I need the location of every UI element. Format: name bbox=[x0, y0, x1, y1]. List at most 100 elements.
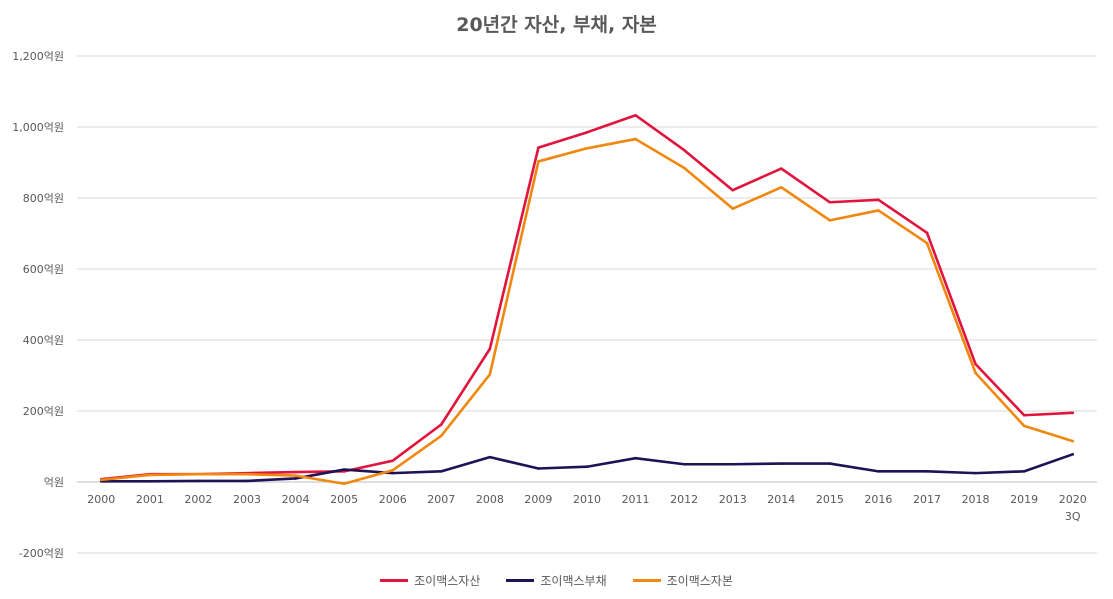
y-tick-label: 1,000억원 bbox=[12, 121, 64, 134]
data-point bbox=[488, 347, 492, 351]
y-tick-label: 200억원 bbox=[23, 405, 64, 418]
data-point bbox=[731, 207, 735, 210]
y-tick-label: 600억원 bbox=[23, 263, 64, 276]
x-tick-label: 2015 bbox=[816, 493, 844, 506]
x-tick-label: 3Q bbox=[1065, 510, 1081, 523]
x-tick-label: 2000 bbox=[87, 493, 115, 506]
x-tick-label: 2009 bbox=[524, 493, 552, 506]
data-point bbox=[682, 166, 686, 170]
legend-item: 조이맥스부채 bbox=[506, 572, 607, 589]
data-point bbox=[974, 362, 977, 366]
data-point bbox=[537, 146, 540, 149]
data-point bbox=[245, 472, 249, 476]
legend-label: 조이맥스부채 bbox=[540, 574, 607, 588]
data-point bbox=[925, 470, 929, 473]
y-tick-label: 800억원 bbox=[23, 192, 64, 205]
data-point bbox=[342, 482, 346, 486]
data-point bbox=[828, 200, 832, 204]
chart-title: 20년간 자산, 부채, 자본 bbox=[456, 14, 657, 36]
data-point bbox=[828, 462, 832, 465]
data-point bbox=[925, 241, 929, 245]
data-point bbox=[585, 465, 589, 469]
x-tick-label: 2019 bbox=[1010, 493, 1038, 506]
x-tick-label: 2020 bbox=[1059, 493, 1087, 506]
data-point bbox=[779, 462, 783, 465]
legend-item: 조이맥스자본 bbox=[632, 572, 733, 589]
x-tick-label: 2011 bbox=[622, 493, 650, 506]
data-point bbox=[731, 188, 735, 192]
data-point bbox=[877, 470, 880, 473]
legend-swatch bbox=[380, 579, 409, 582]
data-point bbox=[245, 479, 249, 483]
x-tick-label: 2008 bbox=[476, 493, 504, 506]
legend-label: 조이맥스자본 bbox=[666, 574, 733, 588]
legend-swatch bbox=[632, 579, 661, 582]
data-point bbox=[779, 186, 783, 189]
data-point bbox=[294, 474, 297, 477]
data-point bbox=[537, 467, 540, 470]
data-point bbox=[877, 209, 880, 212]
x-tick-label: 2002 bbox=[184, 493, 212, 506]
legend-label: 조이맥스자산 bbox=[414, 574, 481, 588]
y-tick-label: 1,200억원 bbox=[12, 50, 64, 63]
data-point bbox=[682, 462, 686, 466]
legend-item: 조이맥스자산 bbox=[380, 572, 480, 589]
x-tick-label: 2005 bbox=[330, 493, 358, 506]
data-point bbox=[828, 219, 832, 222]
data-point bbox=[391, 471, 395, 475]
y-tick-label: 400억원 bbox=[23, 334, 64, 347]
x-tick-label: 2001 bbox=[136, 493, 164, 506]
y-tick-label: -200억원 bbox=[19, 547, 64, 560]
data-point bbox=[974, 371, 977, 375]
data-point bbox=[391, 468, 395, 472]
data-point bbox=[731, 462, 735, 466]
x-tick-label: 2018 bbox=[962, 493, 990, 506]
x-tick-label: 2016 bbox=[864, 493, 892, 506]
y-tick-label: 억원 bbox=[44, 476, 64, 489]
data-point bbox=[1022, 424, 1026, 428]
legend-swatch bbox=[506, 579, 535, 582]
data-point bbox=[148, 473, 152, 477]
data-point bbox=[148, 479, 152, 483]
data-point bbox=[1071, 411, 1075, 415]
data-point bbox=[488, 455, 492, 459]
chart-legend: 조이맥스자산 조이맥스부채 조이맥스자본 bbox=[0, 572, 1113, 589]
data-point bbox=[197, 479, 200, 483]
data-point bbox=[99, 478, 103, 482]
series-line bbox=[99, 137, 1075, 486]
x-tick-label: 2004 bbox=[282, 493, 310, 506]
x-tick-label: 2010 bbox=[573, 493, 601, 506]
data-point bbox=[877, 198, 880, 202]
data-point bbox=[537, 160, 540, 163]
data-point bbox=[439, 470, 443, 473]
x-tick-label: 2006 bbox=[379, 493, 407, 506]
data-point bbox=[585, 147, 589, 150]
data-point bbox=[779, 167, 783, 170]
data-point bbox=[925, 231, 929, 235]
data-point bbox=[974, 471, 977, 475]
data-point bbox=[488, 373, 492, 376]
data-point bbox=[634, 137, 637, 141]
x-tick-label: 2012 bbox=[670, 493, 698, 506]
data-point bbox=[1022, 413, 1026, 417]
data-point bbox=[294, 477, 297, 480]
data-point bbox=[1022, 470, 1026, 473]
data-point bbox=[682, 148, 686, 152]
data-point bbox=[197, 472, 200, 476]
data-point bbox=[439, 423, 443, 426]
data-point bbox=[439, 434, 443, 438]
x-tick-label: 2007 bbox=[427, 493, 455, 506]
data-point bbox=[1071, 453, 1075, 456]
x-tick-label: 2014 bbox=[767, 493, 795, 506]
series-line bbox=[99, 113, 1075, 481]
x-tick-label: 2017 bbox=[913, 493, 941, 506]
data-point bbox=[634, 456, 637, 460]
x-tick-label: 2013 bbox=[719, 493, 747, 506]
data-point bbox=[294, 470, 297, 474]
data-point bbox=[1071, 439, 1075, 443]
data-point bbox=[634, 113, 637, 117]
data-point bbox=[585, 131, 589, 134]
x-tick-label: 2003 bbox=[233, 493, 261, 506]
